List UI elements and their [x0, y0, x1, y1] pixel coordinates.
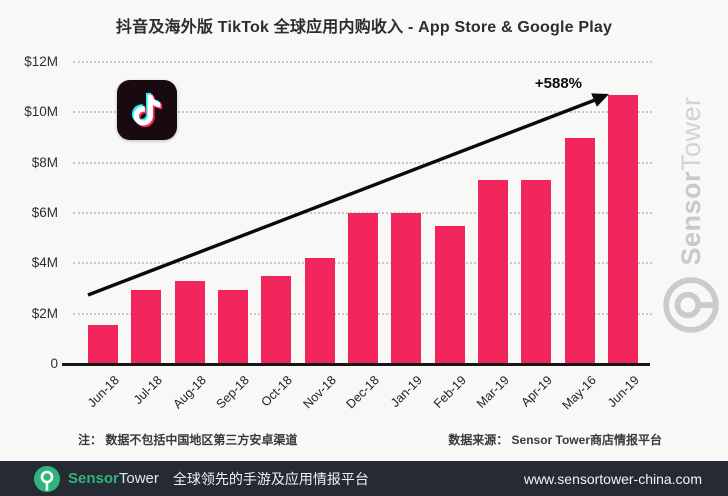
sensortower-watermark: SensorTower	[660, 90, 722, 340]
watermark-brand-text: SensorTower	[675, 96, 706, 266]
bar-jun-18	[88, 324, 118, 364]
bar-jun-19	[607, 94, 638, 364]
bar-nov-18	[304, 258, 335, 364]
bar-jan-19	[391, 213, 422, 364]
y-tick-label: $2M	[31, 305, 58, 321]
growth-percentage-label: +588%	[534, 75, 582, 92]
footnote-disclaimer: 注： 数据不包括中国地区第三方安卓渠道	[78, 433, 298, 447]
bar-may-16	[564, 137, 595, 364]
gridline-12m	[73, 61, 652, 64]
footer-url: www.sensortower-china.com	[523, 470, 702, 487]
sensortower-circle-icon	[663, 276, 719, 333]
bar-mar-19	[477, 180, 508, 364]
bar-dec-18	[347, 213, 378, 364]
tiktok-app-icon	[117, 80, 177, 140]
y-tick-label: $10M	[24, 104, 58, 120]
bar-oct-18	[261, 275, 292, 364]
y-tick-label: 0	[50, 356, 58, 371]
bar-apr-19	[521, 180, 552, 364]
sensortower-logo-icon	[34, 465, 60, 492]
y-tick-label: $8M	[31, 154, 58, 170]
chart-title: 抖音及海外版 TikTok 全球应用内购收入 - App Store & Goo…	[115, 19, 613, 36]
bar-sep-18	[217, 289, 248, 364]
y-tick-label: $6M	[31, 205, 58, 220]
footnote-source: 数据来源： Sensor Tower商店情报平台	[448, 433, 662, 447]
bar-jul-18	[131, 289, 162, 364]
footer-brand-text: SensorTower	[68, 470, 159, 487]
y-tick-label: $4M	[31, 255, 58, 271]
y-tick-label: $12M	[24, 54, 58, 70]
footer-bar: SensorTower 全球领先的手游及应用情报平台 www.sensortow…	[0, 461, 728, 496]
tiktok-note-icon	[131, 92, 163, 128]
footer-tagline: 全球领先的手游及应用情报平台	[172, 470, 369, 487]
bar-feb-19	[434, 225, 465, 364]
x-axis-line	[62, 363, 650, 366]
bar-aug-18	[174, 280, 205, 364]
